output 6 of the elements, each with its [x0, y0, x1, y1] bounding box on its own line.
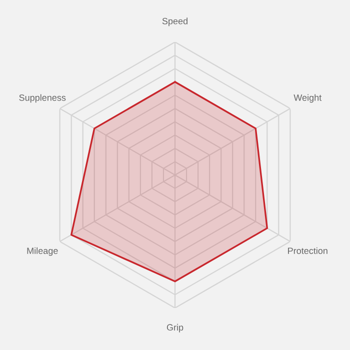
spoke-label: Speed [162, 18, 188, 26]
spoke-label: Mileage [27, 247, 58, 256]
spoke-label: Grip [166, 324, 184, 332]
spoke-label: Weight [294, 94, 322, 103]
spoke-label: Suppleness [19, 94, 66, 103]
spoke-label: Protection [288, 247, 328, 254]
